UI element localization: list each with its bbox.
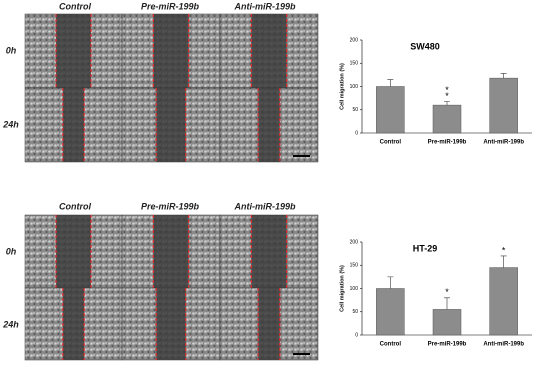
wound-gap [156,88,186,162]
significance-label: * [445,85,449,95]
bar [489,77,518,134]
y-tick-label: 150 [350,263,359,269]
wound-gap [153,215,189,288]
significance-label: * [502,245,506,255]
error-bar [387,79,394,87]
bar [432,104,462,134]
y-tick-label: 200 [350,239,359,245]
wound-gap [156,288,186,360]
x-tick-label: Control [380,342,402,348]
y-axis-label: Cell migration (%) [339,265,345,312]
x-tick-label: Pre-miR-199b [428,342,467,348]
y-tick-label: 100 [350,84,359,90]
wound-gap [62,88,85,162]
y-tick-label: 200 [350,37,359,43]
wound-gap [258,88,280,162]
bar [489,267,518,336]
significance-label: * [445,287,449,297]
row-label: 24h [2,319,19,329]
y-tick-label: 0 [355,130,358,136]
column-label: Anti-miR-199b [233,1,296,11]
wound-gap [251,14,287,88]
row-label: 0h [6,246,17,256]
wound-gap [56,14,91,88]
y-tick-label: 50 [352,107,358,113]
error-bar [500,255,507,268]
y-axis-label: Cell migration (%) [339,63,345,110]
wound-gap [56,215,91,288]
error-bar [500,73,507,79]
error-bar [444,297,450,310]
column-label: Pre-miR-199b [141,201,200,211]
wound-gap [251,215,287,288]
y-tick-label: 50 [352,309,358,315]
bar [376,86,405,134]
y-tick-label: 100 [350,286,359,292]
x-tick-label: Pre-miR-199b [428,140,467,146]
wound-gap [62,288,85,360]
row-label: 0h [6,45,17,55]
micrographs [24,13,319,361]
column-label: Anti-miR-199b [233,201,296,211]
error-bar [387,276,394,289]
x-tick-label: Control [380,140,402,146]
wound-gap [153,14,189,88]
bar [432,309,462,336]
wound-gap [258,288,280,360]
column-label: Control [59,1,91,11]
row-label: 24h [2,119,19,129]
significance-label: * [445,91,449,101]
chart-title: HT-29 [413,243,438,253]
y-tick-label: 150 [350,61,359,67]
column-label: Control [59,201,91,211]
bar [376,288,405,336]
column-label: Pre-miR-199b [141,1,200,11]
y-tick-label: 0 [355,332,358,338]
error-bar [444,101,450,106]
chart-title: SW480 [410,41,440,51]
x-tick-label: Anti-miR-199b [483,342,524,348]
x-tick-label: Anti-miR-199b [483,140,524,146]
